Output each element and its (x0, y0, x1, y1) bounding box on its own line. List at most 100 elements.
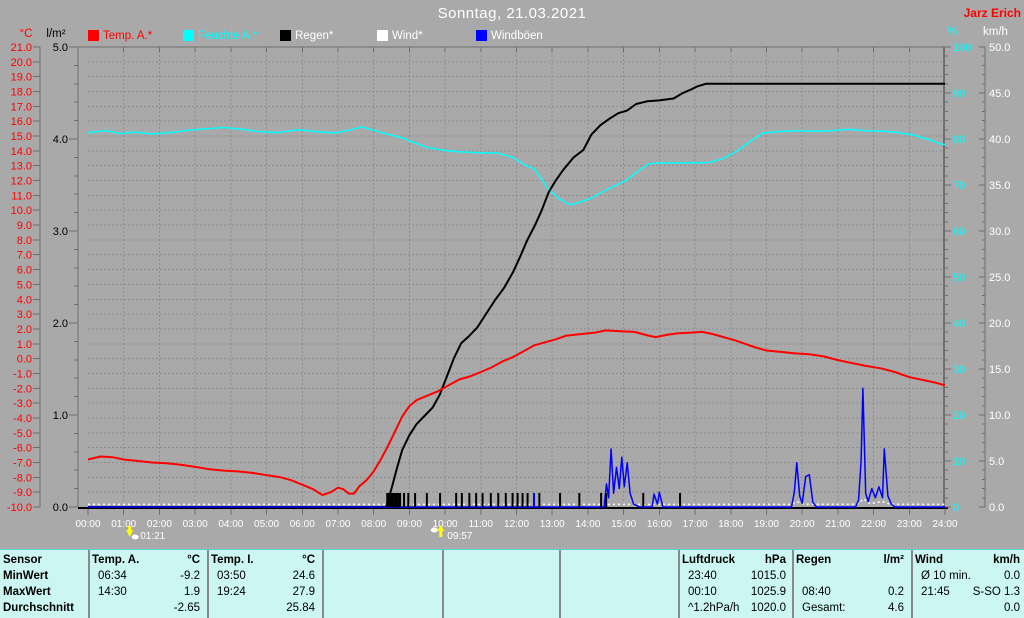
wind-tick-label: 10.0 (989, 410, 1010, 422)
wind-tick-label: 20.0 (989, 318, 1010, 330)
temp-tick-label: -5.0 (13, 428, 32, 440)
humidity-axis-unit: % (946, 26, 958, 38)
weather-chart: 00:00 01:00 02:00 03:00 04:00 05:00 06:00 07:00… (7, 42, 1011, 542)
summary-table: Sensor MinWert MaxWert Durchschnitt Temp. A.… (0, 549, 1024, 618)
wind-tick-label: 50.0 (989, 42, 1010, 54)
table-value-cell: 21:45 (921, 586, 950, 598)
series-wind (88, 497, 946, 506)
x-tick-label: 21:00 (825, 519, 850, 530)
x-tick-label: 11:00 (469, 519, 494, 530)
table-header-cell: MinWert (3, 570, 49, 582)
temp-tick-label: -7.0 (13, 457, 32, 469)
table-value-cell: 25.84 (286, 602, 315, 614)
moonset-icon (128, 526, 132, 531)
legend-label: Feuchte A.* (198, 30, 258, 42)
legend-swatch-wind (377, 30, 388, 41)
legend-item-wind[interactable]: Wind* (377, 30, 423, 43)
table-separator (792, 550, 794, 618)
legend-item-regen[interactable]: Regen* (280, 30, 333, 43)
legend-label: Wind* (392, 30, 423, 42)
legend-item-windboeen[interactable]: Windböen (476, 30, 543, 43)
x-tick-label: 13:00 (540, 519, 565, 530)
table-value-cell: Ø 10 min. (921, 570, 971, 582)
rain-tick-label: 4.0 (53, 134, 68, 146)
temp-tick-label: -1.0 (13, 368, 32, 380)
legend-label: Regen* (295, 30, 334, 42)
table-value-cell: 03:50 (217, 570, 246, 582)
table-value-cell: 00:10 (688, 586, 717, 598)
temp-tick-label: 16.0 (11, 116, 32, 128)
temp-tick-label: 19.0 (11, 72, 32, 84)
humidity-tick-label: 70 (953, 180, 965, 192)
table-header-cell: Durchschnitt (3, 602, 74, 614)
temp-tick-label: 5.0 (17, 279, 32, 291)
legend-label: Temp. A.* (103, 30, 153, 42)
humidity-tick-label: 90 (953, 88, 965, 100)
temp-tick-label: -8.0 (13, 472, 32, 484)
table-header-cell: °C (187, 554, 200, 566)
series-regen (88, 82, 945, 508)
wind-tick-label: 15.0 (989, 364, 1010, 376)
wind-tick-label: 0.0 (989, 502, 1004, 514)
temp-tick-label: 7.0 (17, 250, 32, 262)
table-value-cell: 1020.0 (750, 602, 786, 614)
humidity-tick-label: 40 (953, 318, 965, 330)
table-value-cell: 0.0 (1004, 570, 1020, 582)
series-temp-a (87, 329, 946, 497)
x-tick-label: 23:00 (897, 519, 922, 530)
table-value-cell: 27.9 (292, 586, 315, 598)
legend-swatch-regen (280, 30, 291, 41)
x-tick-label: 08:00 (361, 519, 386, 530)
wind-tick-label: 30.0 (989, 226, 1010, 238)
table-separator (442, 550, 444, 618)
x-tick-label: 20:00 (790, 519, 815, 530)
rain-tick-label: 1.0 (53, 410, 68, 422)
x-tick-label: 16:00 (647, 519, 672, 530)
legend-item-temp-a[interactable]: Temp. A.* (88, 30, 152, 43)
temp-tick-label: -6.0 (13, 443, 32, 455)
temp-tick-label: 1.0 (17, 339, 32, 351)
temp-tick-label: 14.0 (11, 146, 32, 158)
table-value-cell: Gesamt: (802, 602, 846, 614)
x-tick-label: 03:00 (183, 519, 208, 530)
x-tick-label: 02:00 (147, 519, 172, 530)
temp-tick-label: 0.0 (17, 354, 32, 366)
rain-tick-label: 3.0 (53, 226, 68, 238)
x-tick-label: 24:00 (932, 519, 957, 530)
temp-tick-label: 20.0 (11, 57, 32, 69)
wind-tick-label: 35.0 (989, 180, 1010, 192)
legend-item-feuchte-a[interactable]: Feuchte A.* (183, 30, 257, 43)
temp-tick-label: 13.0 (11, 161, 32, 173)
humidity-tick-label: 10 (953, 456, 965, 468)
temp-tick-label: 21.0 (11, 42, 32, 54)
moon-icon (430, 527, 438, 533)
x-tick-label: 19:00 (754, 519, 779, 530)
x-tick-label: 06:00 (290, 519, 315, 530)
station-name: Jarz Erich (963, 6, 1021, 20)
moonrise-icon (439, 531, 443, 537)
table-header-cell: l/m² (883, 554, 904, 566)
temp-tick-label: 9.0 (17, 220, 32, 232)
table-header-cell: Temp. I. (211, 554, 254, 566)
table-header-cell: Sensor (3, 554, 42, 566)
temp-tick-label: 10.0 (11, 205, 32, 217)
sun-marker-label: 01:21 (140, 531, 165, 542)
temp-tick-label: -4.0 (13, 413, 32, 425)
table-value-cell: -2.65 (173, 602, 200, 614)
table-separator (678, 550, 680, 618)
series-feuchte-a (87, 126, 946, 206)
x-tick-label: 07:00 (325, 519, 350, 530)
temp-tick-label: 2.0 (17, 324, 32, 336)
humidity-tick-label: 100 (953, 42, 971, 54)
x-tick-label: 09:00 (397, 519, 422, 530)
temp-tick-label: -3.0 (13, 398, 32, 410)
rain-tick-label: 5.0 (53, 42, 68, 54)
temp-tick-label: 4.0 (17, 294, 32, 306)
table-value-cell: -9.2 (180, 570, 200, 582)
legend-label: Windböen (491, 30, 543, 42)
temp-tick-label: 12.0 (11, 176, 32, 188)
table-header-cell: Wind (915, 554, 943, 566)
x-tick-label: 01:00 (111, 519, 136, 530)
x-tick-label: 12:00 (504, 519, 529, 530)
